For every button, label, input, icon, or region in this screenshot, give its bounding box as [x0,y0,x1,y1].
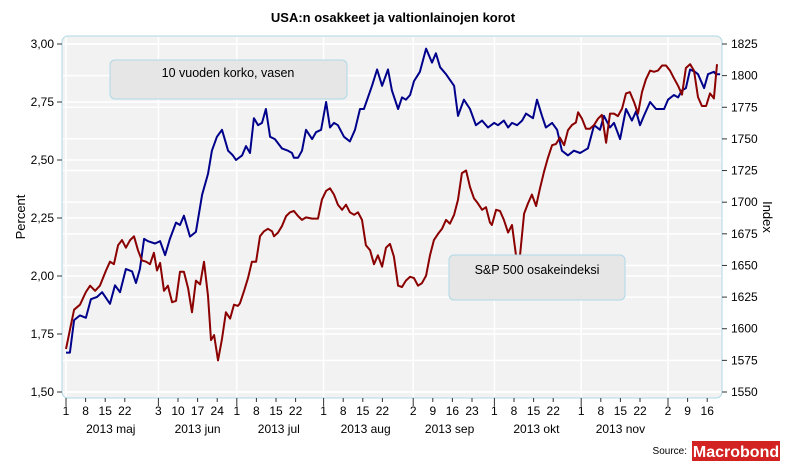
plot-area [61,35,723,399]
x-month-label: 2013 jun [175,422,221,436]
x-month-label: 2013 sep [425,422,475,436]
right-axis-label: Index [760,201,775,233]
x-tick-label: 1 [63,404,70,418]
right-tick-label: 1775 [731,100,758,114]
x-tick-label: 15 [614,404,628,418]
x-tick-label: 8 [340,404,347,418]
x-tick-label: 3 [155,404,162,418]
left-tick-label: 2,50 [31,153,55,167]
source-label: Source: [653,446,687,457]
x-tick-label: 24 [211,404,225,418]
legend-box-sp500 [448,254,626,301]
right-tick-label: 1700 [731,195,758,209]
right-tick-label: 1825 [731,37,758,51]
x-tick-label: 9 [429,404,436,418]
legend-label-yield: 10 vuoden korko, vasen [162,66,295,80]
x-tick-label: 22 [376,404,390,418]
x-tick-label: 9 [684,404,691,418]
x-month-label: 2013 maj [86,422,135,436]
left-axis: 3,00 2,75 2,50 2,25 2,00 1,75 1,50 [31,37,62,399]
chart-title: USA:n osakkeet ja valtionlainojen korot [271,10,516,25]
left-tick-label: 1,50 [31,385,55,399]
x-tick-label: 1 [578,404,585,418]
right-tick-label: 1750 [731,132,758,146]
macrobond-logo [692,441,780,461]
x-tick-label: 17 [191,404,205,418]
right-tick-label: 1600 [731,322,758,336]
x-tick-label: 1 [491,404,498,418]
x-month-label: 2013 okt [513,422,560,436]
x-tick-label: 16 [446,404,460,418]
legend-label-sp500: S&P 500 osakeindeksi [475,263,600,277]
x-tick-label: 23 [465,404,479,418]
x-month-label: 2013 jul [258,422,300,436]
x-tick-label: 1 [320,404,327,418]
series-line-10y-yield [66,47,721,354]
x-tick-label: 15 [99,404,113,418]
x-month-label: 2013 nov [596,422,645,436]
x-tick-label: 8 [253,404,260,418]
x-tick-label: 8 [511,404,518,418]
x-tick-label: 22 [633,404,647,418]
legend-box-yield [109,59,348,100]
x-tick-label: 8 [597,404,604,418]
right-axis: 1825 1800 1775 1750 1725 1700 1675 1650 1625 1600… [722,37,758,399]
right-tick-label: 1800 [731,69,758,83]
left-tick-label: 3,00 [31,37,55,51]
left-axis-label: Percent [13,194,28,239]
x-tick-label: 8 [82,404,89,418]
x-month-label: 2013 aug [341,422,391,436]
x-tick-label: 22 [289,404,303,418]
left-tick-label: 2,00 [31,269,55,283]
x-tick-label: 22 [118,404,132,418]
series-lines [65,47,721,362]
right-tick-label: 1625 [731,290,758,304]
right-tick-label: 1550 [731,385,758,399]
x-tick-label: 15 [356,404,370,418]
left-tick-label: 1,75 [31,327,55,341]
macrobond-logo-text: Macrobond [693,444,779,461]
x-tick-label: 10 [171,404,185,418]
x-tick-label: 22 [547,404,561,418]
x-tick-label: 2 [410,404,417,418]
x-tick-label: 2 [665,404,672,418]
right-tick-label: 1650 [731,258,758,272]
right-tick-label: 1675 [731,227,758,241]
x-tick-label: 16 [701,404,715,418]
x-axis: 1 8 15 22 3 10 17 24 1 8 15 22 1 8 15 22 2 9 16 23 1 8 15 22 1 8 1… [63,398,715,436]
x-tick-label: 15 [269,404,283,418]
series-line-sp500 [65,63,718,362]
gridlines [63,37,721,397]
left-tick-label: 2,75 [31,95,55,109]
right-tick-label: 1725 [731,164,758,178]
x-tick-label: 1 [233,404,240,418]
x-tick-label: 15 [527,404,541,418]
right-tick-label: 1575 [731,353,758,367]
left-tick-label: 2,25 [31,211,55,225]
